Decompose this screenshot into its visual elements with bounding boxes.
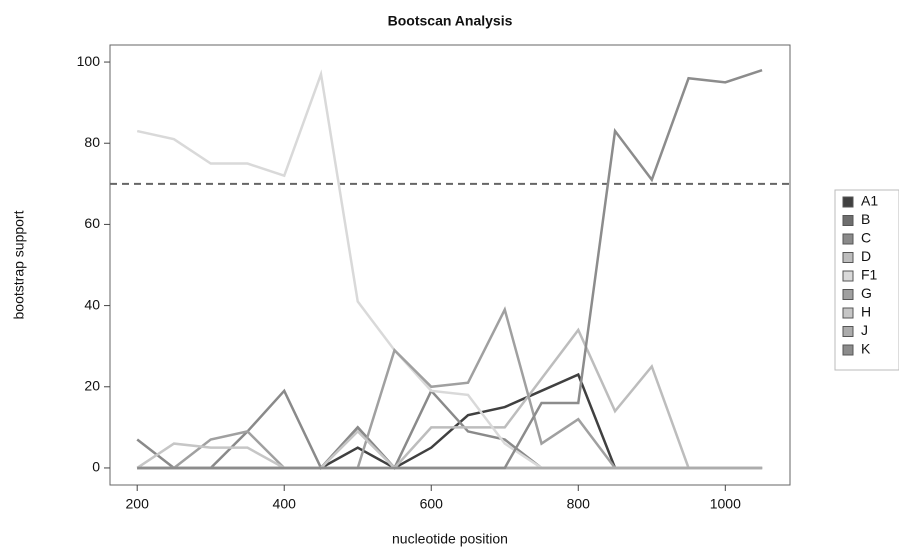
x-tick-label: 400: [273, 496, 297, 512]
x-axis-label: nucleotide position: [392, 531, 508, 547]
legend-label: C: [861, 230, 871, 246]
x-tick-label: 200: [126, 496, 150, 512]
legend-swatch: [842, 215, 854, 226]
legend-swatch: [842, 307, 854, 319]
x-tick-label: 1000: [710, 496, 741, 512]
legend-swatch: [842, 289, 854, 300]
legend-label: F1: [861, 267, 878, 283]
legend-swatch: [842, 196, 854, 208]
y-tick-label: 0: [92, 459, 100, 475]
legend-label: A1: [861, 193, 878, 209]
y-axis-label: bootstrap support: [11, 210, 27, 319]
legend-swatch: [842, 344, 854, 356]
legend-label: K: [861, 341, 871, 357]
plot-frame: [109, 44, 791, 486]
legend-swatch: [842, 270, 854, 282]
series-line: [137, 372, 763, 470]
series-line: [137, 306, 763, 470]
legend-label: H: [861, 304, 871, 320]
y-tick-label: 100: [77, 53, 101, 69]
y-tick-label: 20: [84, 377, 100, 393]
legend-label: B: [861, 211, 870, 227]
legend-label: J: [861, 322, 868, 338]
y-tick-label: 80: [84, 134, 100, 150]
legend-swatch: [842, 233, 854, 245]
legend-label: G: [861, 285, 872, 301]
legend-swatch: [842, 326, 854, 337]
y-tick-label: 60: [84, 215, 100, 231]
series-line: [136, 429, 763, 470]
y-tick-label: 40: [84, 296, 100, 312]
legend-swatch: [842, 252, 854, 263]
chart-title: Bootscan Analysis: [388, 13, 513, 29]
series-line: [136, 388, 763, 471]
series-line: [137, 68, 763, 470]
x-tick-label: 600: [420, 496, 444, 512]
legend-label: D: [861, 248, 871, 264]
x-tick-label: 800: [567, 496, 591, 512]
